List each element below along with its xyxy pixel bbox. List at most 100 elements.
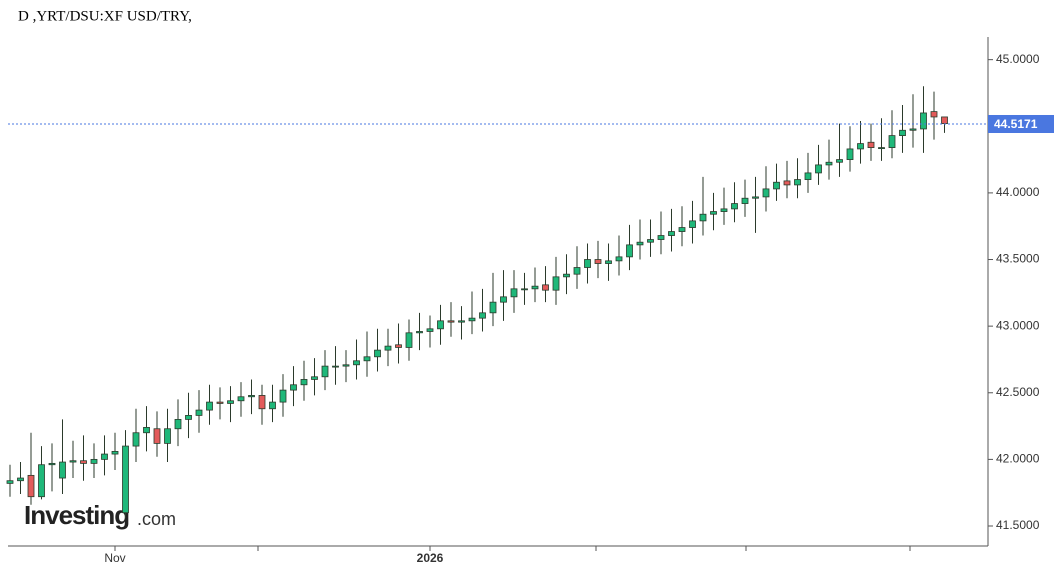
candle-body <box>248 395 255 398</box>
candle-body <box>416 331 423 334</box>
candle-body <box>468 317 476 322</box>
candle-body <box>59 461 66 479</box>
candle-body <box>920 112 927 130</box>
candle-body <box>237 396 245 402</box>
y-tick-label: 43.0000 <box>996 318 1040 332</box>
candle-body <box>626 244 633 258</box>
candle-body <box>521 288 528 291</box>
candle-body <box>678 227 686 232</box>
candle-body <box>647 239 654 243</box>
candle-body <box>584 259 591 268</box>
candle-body <box>489 301 497 314</box>
candle-body <box>720 208 728 212</box>
candle-body <box>531 285 539 290</box>
candle-body <box>174 419 182 430</box>
candle-body <box>363 356 371 362</box>
candle-body <box>290 384 297 391</box>
candle-body <box>395 344 402 348</box>
y-tick-label: 42.0000 <box>996 452 1040 466</box>
candle-body <box>122 445 129 514</box>
candle-body <box>27 474 35 498</box>
candle-body <box>794 179 801 186</box>
y-tick-label: 42.5000 <box>996 385 1040 399</box>
candle-body <box>374 349 381 358</box>
chart-title: D ,YRT/DSU:XF USD/TRY, <box>18 8 192 24</box>
candle-body <box>500 296 507 303</box>
candle-body <box>353 360 360 366</box>
candle-body <box>38 464 45 498</box>
candle-body <box>80 460 87 464</box>
candle-body <box>447 320 455 323</box>
candle-body <box>164 428 171 444</box>
candle-body <box>6 480 14 484</box>
candle-body <box>321 365 329 378</box>
candle-body <box>258 395 266 410</box>
candle-body <box>731 203 738 210</box>
candle-body <box>437 320 444 330</box>
candle-body <box>605 260 612 264</box>
candle-body <box>185 415 192 420</box>
x-tick-label: 2026 <box>417 551 444 565</box>
candle-body <box>930 111 938 118</box>
candle-body <box>825 161 833 166</box>
candle-body <box>752 196 759 199</box>
x-tick-label: Nov <box>104 551 125 565</box>
candle-body <box>563 273 570 278</box>
candle-body <box>311 376 318 380</box>
last-price-label: 44.5171 <box>994 117 1038 131</box>
candle-body <box>143 427 150 434</box>
candle-body <box>815 164 822 174</box>
watermark: Investing <box>24 500 129 530</box>
y-tick-label: 45.0000 <box>996 52 1040 66</box>
candle-body <box>510 288 518 298</box>
candle-body <box>153 428 161 444</box>
candle-body <box>909 128 917 131</box>
candle-body <box>857 143 864 150</box>
candle-body <box>90 458 98 464</box>
candle-body <box>573 267 581 275</box>
candle-body <box>542 284 549 291</box>
last-price-box <box>988 114 1054 133</box>
candle-body <box>888 135 896 148</box>
candle-body <box>195 409 203 416</box>
candle-body <box>836 159 843 163</box>
candle-body <box>615 256 623 262</box>
candle-body <box>941 116 948 125</box>
candle-body <box>458 320 465 323</box>
candle-body <box>405 332 413 348</box>
candle-body <box>846 148 854 160</box>
candle-body <box>899 129 906 137</box>
candle-body <box>332 365 339 368</box>
candle-body <box>269 401 276 410</box>
candle-body <box>878 147 885 149</box>
candle-body <box>867 141 875 148</box>
candle-body <box>657 235 665 240</box>
candle-body <box>279 389 287 403</box>
candle-body <box>689 220 696 228</box>
y-tick-label: 41.5000 <box>996 518 1040 532</box>
candle-body <box>479 312 486 319</box>
candle-body <box>111 450 119 455</box>
candle-body <box>636 241 644 246</box>
candle-body <box>699 213 707 222</box>
candle-body <box>773 181 780 190</box>
candle-body <box>804 172 812 180</box>
candle-body <box>342 364 350 367</box>
candle-body <box>783 180 791 186</box>
candle-body <box>552 276 560 291</box>
candle-body <box>594 259 602 264</box>
watermark: .com <box>137 509 176 529</box>
candle-body <box>216 401 224 404</box>
candle-body <box>426 328 434 332</box>
candle-body <box>300 379 308 386</box>
candle-body <box>132 432 140 447</box>
candle-body <box>17 477 24 482</box>
candle-body <box>48 462 56 466</box>
candle-body <box>69 460 77 463</box>
candle-body <box>710 211 717 215</box>
y-tick-label: 44.0000 <box>996 185 1040 199</box>
candle-body <box>101 453 108 460</box>
candle-body <box>741 197 749 204</box>
candle-body <box>227 400 234 404</box>
